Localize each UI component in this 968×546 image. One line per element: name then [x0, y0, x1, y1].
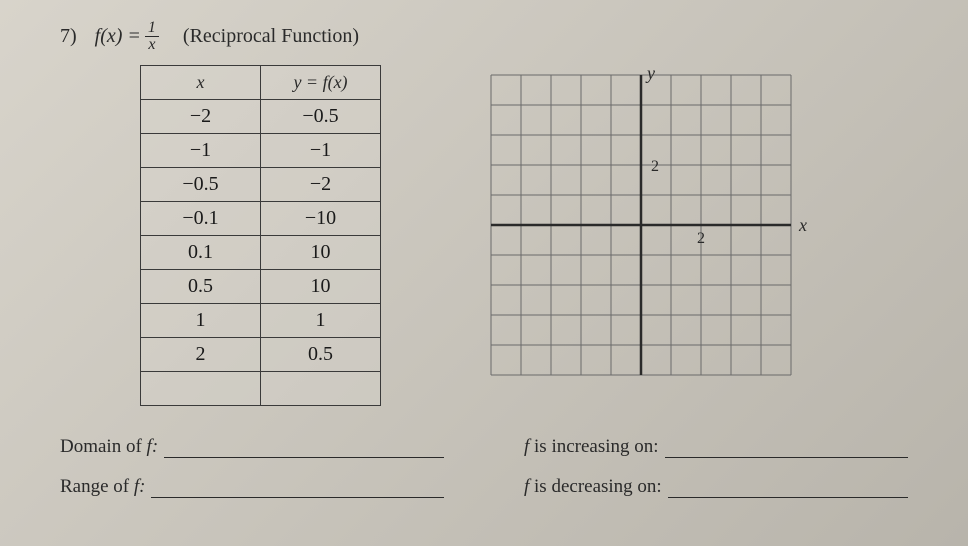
coordinate-grid: y x 2 2 — [481, 65, 821, 385]
table-row: 0.510 — [141, 270, 381, 304]
cell-x: 2 — [141, 338, 261, 372]
decreasing-field: f is decreasing on: — [524, 476, 908, 498]
domain-label: Domain of f: — [60, 436, 158, 458]
cell-y: 0.5 — [261, 338, 381, 372]
table-row: −0.5−2 — [141, 168, 381, 202]
header-x: x — [141, 66, 261, 100]
table-row: −1−1 — [141, 134, 381, 168]
cell-y: −10 — [261, 202, 381, 236]
problem-number: 7) — [60, 25, 77, 48]
formula: f(x) = 1 x — [95, 20, 159, 53]
cell-y: 10 — [261, 270, 381, 304]
range-field: Range of f: — [60, 476, 444, 498]
table-row — [141, 372, 381, 406]
fraction-denominator: x — [145, 37, 158, 53]
cell-x: −1 — [141, 134, 261, 168]
cell-y: 10 — [261, 236, 381, 270]
svg-text:2: 2 — [697, 230, 705, 247]
problem-header: 7) f(x) = 1 x (Reciprocal Function) — [60, 20, 908, 53]
table-header-row: x y = f(x) — [141, 66, 381, 100]
decreasing-label: f is decreasing on: — [524, 476, 662, 498]
svg-text:x: x — [798, 215, 807, 235]
table-row: 11 — [141, 304, 381, 338]
increasing-field: f is increasing on: — [524, 436, 908, 458]
table-row: −2−0.5 — [141, 100, 381, 134]
range-blank[interactable] — [151, 476, 444, 498]
cell-x: −2 — [141, 100, 261, 134]
formula-lhs: f(x) = — [95, 25, 141, 48]
svg-text:2: 2 — [651, 158, 659, 175]
left-fields: Domain of f: Range of f: — [60, 436, 444, 516]
cell-y: −0.5 — [261, 100, 381, 134]
domain-field: Domain of f: — [60, 436, 444, 458]
table-row: 20.5 — [141, 338, 381, 372]
header-y: y = f(x) — [261, 66, 381, 100]
cell-x — [141, 372, 261, 406]
increasing-blank[interactable] — [665, 436, 908, 458]
cell-x: 1 — [141, 304, 261, 338]
decreasing-blank[interactable] — [668, 476, 908, 498]
cell-y — [261, 372, 381, 406]
domain-blank[interactable] — [164, 436, 444, 458]
cell-y: 1 — [261, 304, 381, 338]
cell-x: −0.5 — [141, 168, 261, 202]
svg-text:y: y — [645, 65, 655, 83]
fraction: 1 x — [145, 20, 159, 53]
table-row: 0.110 — [141, 236, 381, 270]
cell-y: −1 — [261, 134, 381, 168]
function-name: (Reciprocal Function) — [183, 25, 359, 48]
range-label: Range of f: — [60, 476, 145, 498]
value-table: x y = f(x) −2−0.5 −1−1 −0.5−2 −0.1−10 0.… — [140, 65, 381, 406]
increasing-label: f is increasing on: — [524, 436, 659, 458]
right-fields: f is increasing on: f is decreasing on: — [524, 436, 908, 516]
fraction-numerator: 1 — [145, 20, 159, 37]
cell-y: −2 — [261, 168, 381, 202]
cell-x: 0.1 — [141, 236, 261, 270]
cell-x: −0.1 — [141, 202, 261, 236]
cell-x: 0.5 — [141, 270, 261, 304]
table-row: −0.1−10 — [141, 202, 381, 236]
